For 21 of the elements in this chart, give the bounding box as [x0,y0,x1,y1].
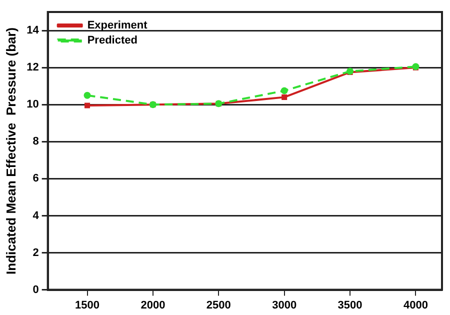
point [84,92,91,99]
y-tick-label: 4 [32,210,40,222]
y-tick-label: 14 [26,24,40,37]
y-tick-label: 8 [32,136,39,148]
point [280,87,288,94]
x-tick-label: 1500 [75,299,100,312]
x-tick-label: 2000 [140,299,166,312]
point [282,94,288,100]
x-tick-label: 4000 [403,299,428,312]
x-tick-label: 2500 [206,299,231,312]
y-tick-label: 6 [32,172,39,185]
y-tick-label: 2 [32,246,39,259]
legend-label: Predicted [87,34,138,47]
point [84,102,90,108]
y-tick-label: 12 [26,62,39,74]
y-tick-label: 10 [26,98,39,111]
y-tick-label: 0 [32,284,39,296]
legend-label: Experiment [87,20,148,32]
x-tick-label: 3000 [272,299,297,312]
x-tick-label: 3500 [338,299,362,312]
y-axis-title: Indicated Mean Effective Pressure (bar) [3,27,18,274]
